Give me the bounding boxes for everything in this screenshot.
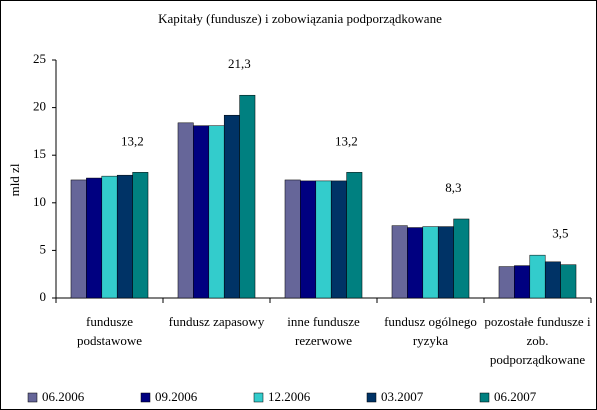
legend-swatch bbox=[140, 392, 151, 403]
bar bbox=[132, 172, 149, 299]
bar bbox=[407, 227, 424, 299]
bar bbox=[437, 226, 454, 299]
bar bbox=[101, 175, 118, 299]
legend-label: 03.2007 bbox=[381, 389, 424, 404]
bar bbox=[544, 261, 561, 299]
legend-label: 06.2006 bbox=[42, 389, 85, 404]
bar bbox=[116, 174, 133, 299]
bar bbox=[300, 180, 317, 299]
bar bbox=[346, 172, 363, 299]
bar bbox=[284, 179, 301, 299]
bar bbox=[177, 122, 194, 299]
bar bbox=[193, 125, 210, 299]
bar bbox=[453, 218, 470, 299]
bar bbox=[86, 177, 103, 299]
x-tick-label: fundusz ogólnego ryzyka bbox=[384, 314, 477, 348]
legend-swatch bbox=[27, 392, 38, 403]
y-tick-label: 15 bbox=[33, 146, 46, 161]
bar bbox=[315, 180, 332, 299]
bar bbox=[514, 265, 531, 299]
legend-label: 09.2006 bbox=[155, 389, 198, 404]
bar bbox=[239, 94, 256, 299]
bar bbox=[330, 180, 347, 299]
bar bbox=[208, 125, 225, 299]
bar bbox=[498, 266, 515, 299]
legend-label: 12.2006 bbox=[268, 389, 311, 404]
data-label: 8,3 bbox=[445, 180, 461, 195]
x-tick-label: fundusz zapasowy bbox=[168, 314, 265, 329]
bar bbox=[422, 226, 439, 299]
data-label: 13,2 bbox=[121, 133, 144, 148]
bar bbox=[391, 225, 408, 299]
chart-title: Kapitały (fundusze) i zobowiązania podpo… bbox=[158, 11, 442, 26]
x-tick-label: fundusze podstawowe bbox=[77, 314, 142, 348]
legend-label: 06.2007 bbox=[494, 389, 537, 404]
y-tick-label: 0 bbox=[40, 289, 47, 304]
legend-swatch bbox=[479, 392, 490, 403]
x-tick-label: inne fundusze rezerwowe bbox=[287, 314, 360, 348]
bar bbox=[560, 264, 577, 299]
y-tick-label: 25 bbox=[33, 51, 46, 66]
bar bbox=[529, 254, 546, 299]
bar bbox=[70, 179, 87, 299]
data-label: 3,5 bbox=[552, 226, 568, 241]
y-tick-label: 5 bbox=[40, 241, 47, 256]
y-axis-label: mld zl bbox=[7, 163, 22, 196]
y-tick-label: 10 bbox=[33, 194, 46, 209]
y-tick-label: 20 bbox=[33, 99, 46, 114]
data-label: 13,2 bbox=[335, 133, 358, 148]
legend-swatch bbox=[253, 392, 264, 403]
x-tick-label: pozostałe fundusze i zob. podporządkowan… bbox=[484, 314, 591, 367]
bar bbox=[223, 114, 240, 299]
legend-swatch bbox=[366, 392, 377, 403]
data-label: 21,3 bbox=[228, 56, 251, 71]
